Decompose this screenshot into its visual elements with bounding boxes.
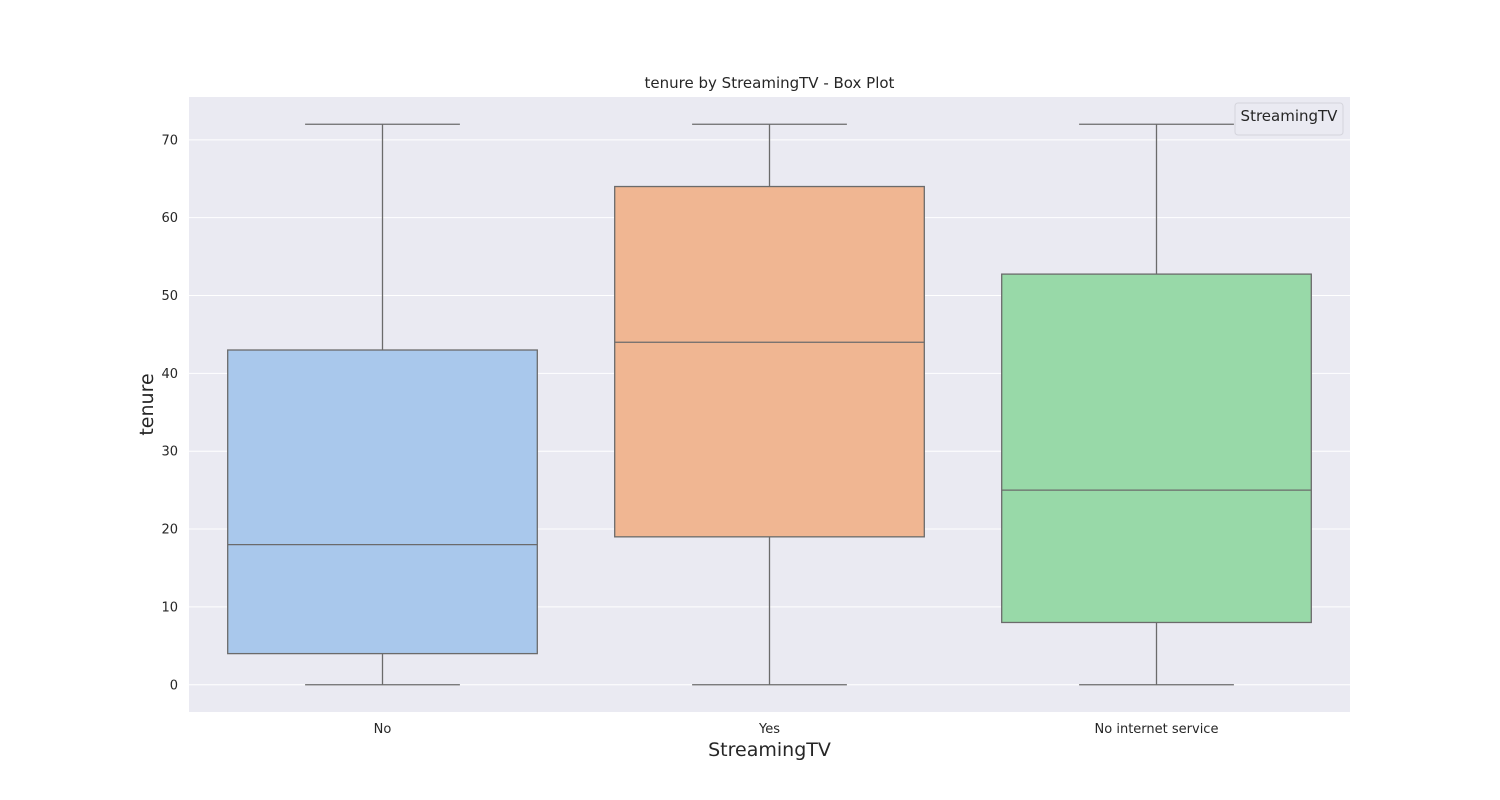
chart-title: tenure by StreamingTV - Box Plot bbox=[645, 74, 895, 92]
y-tick-label-50: 50 bbox=[161, 289, 178, 304]
box-yes bbox=[614, 123, 925, 686]
iqr-box-no-internet-service bbox=[1001, 273, 1312, 624]
legend-title: StreamingTV bbox=[1241, 107, 1339, 125]
y-tick-label-70: 70 bbox=[161, 133, 178, 148]
box-series bbox=[227, 123, 1312, 686]
y-tick-label-20: 20 bbox=[161, 523, 178, 538]
y-tick-label-60: 60 bbox=[161, 211, 178, 226]
legend-box bbox=[1234, 102, 1344, 136]
y-tick-label-0: 0 bbox=[170, 678, 178, 693]
legend: StreamingTV bbox=[1234, 102, 1344, 136]
box-no-internet-service bbox=[1001, 123, 1312, 686]
x-tick-label-no-internet-service: No internet service bbox=[1095, 722, 1219, 737]
y-tick-label-40: 40 bbox=[161, 367, 178, 382]
y-tick-label-10: 10 bbox=[161, 600, 178, 615]
x-axis-ticks: No Yes No internet service bbox=[374, 722, 1219, 737]
x-axis-label: StreamingTV bbox=[708, 739, 831, 761]
box-no bbox=[227, 123, 538, 686]
iqr-box-no bbox=[227, 349, 538, 655]
y-tick-label-30: 30 bbox=[161, 445, 178, 460]
iqr-box-yes bbox=[614, 185, 925, 538]
y-axis-label: tenure bbox=[136, 373, 158, 435]
x-tick-label-no: No bbox=[374, 722, 392, 737]
x-tick-label-yes: Yes bbox=[758, 722, 780, 737]
y-axis-ticks: 0 10 20 30 40 50 60 70 bbox=[161, 133, 178, 693]
